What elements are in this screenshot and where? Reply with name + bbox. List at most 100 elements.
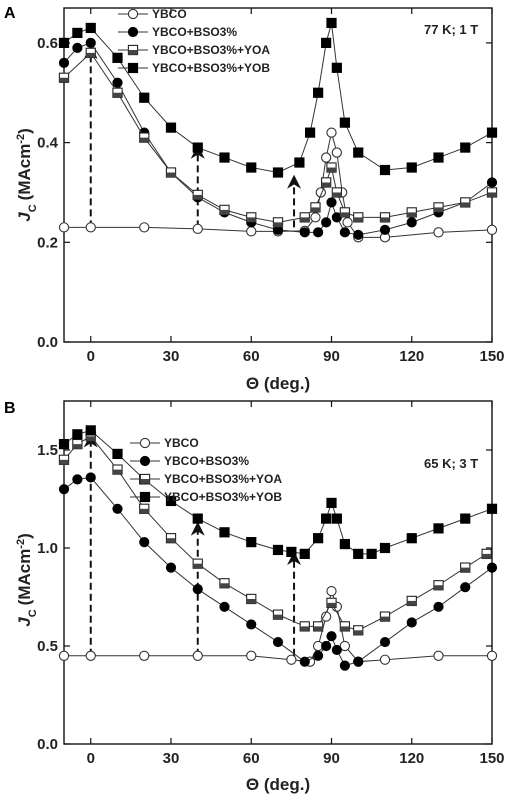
data-point (433, 601, 444, 612)
y-tick-label: 0.5 (37, 638, 58, 655)
data-point (339, 117, 350, 128)
data-point (353, 147, 364, 158)
data-point (433, 152, 444, 163)
data-point (486, 562, 498, 573)
data-point (165, 562, 177, 573)
data-point (339, 640, 351, 652)
data-point (246, 162, 257, 173)
series-a (58, 17, 498, 243)
y-tick-label: 1.0 (37, 540, 58, 557)
legend-a: YBCO YBCO+BSO3% YBCO+BSO3%+YOA YBCO+BSO3%+Y… (118, 7, 270, 75)
data-point (342, 217, 353, 228)
data-point (139, 92, 150, 103)
data-point (165, 122, 177, 133)
data-point (486, 187, 498, 198)
data-point (299, 212, 310, 223)
data-point (321, 217, 332, 228)
series-filled-square (58, 17, 498, 178)
data-point (192, 142, 203, 153)
legend-marker (139, 473, 151, 485)
data-point (246, 619, 257, 630)
data-point (339, 660, 350, 671)
series-half-square (58, 47, 498, 228)
data-point (379, 224, 391, 235)
data-point (85, 47, 96, 59)
y-label-close-a: ) (15, 128, 34, 134)
legend-entry: YBCO+BSO3%+YOB (130, 490, 282, 504)
data-point (320, 611, 332, 622)
data-point (85, 222, 96, 233)
panel-label-a: A (4, 5, 16, 22)
legend-marker (139, 455, 151, 467)
data-point (326, 17, 337, 29)
data-point (326, 585, 337, 597)
data-point (139, 503, 150, 514)
data-point (379, 542, 391, 554)
data-point (219, 578, 230, 589)
data-point (486, 177, 498, 188)
x-tick-label: 120 (399, 750, 424, 767)
legend-marker (139, 491, 151, 503)
data-point (310, 202, 321, 213)
data-point (112, 77, 123, 88)
data-point (58, 57, 70, 68)
data-point (139, 537, 150, 548)
x-tick-label: 30 (163, 348, 180, 365)
data-point (219, 204, 230, 216)
data-point (272, 217, 284, 228)
data-point (460, 513, 471, 524)
data-point (246, 212, 257, 223)
plot-frame-a (63, 7, 493, 343)
data-point (406, 207, 417, 218)
y-label-close-b: ) (15, 533, 34, 539)
data-point (313, 87, 324, 98)
series-line (63, 476, 493, 667)
series-half-square (58, 431, 492, 636)
data-point (192, 189, 203, 201)
data-point (331, 513, 342, 524)
data-point (58, 484, 70, 495)
legend-label: YBCO+BSO3%+YOB (164, 490, 282, 504)
legend-entry: YBCO (130, 436, 199, 450)
data-point (353, 548, 364, 559)
legend-label: YBCO+BSO3%+YOA (152, 43, 270, 57)
data-point (353, 229, 364, 240)
data-point (85, 37, 96, 48)
data-point (433, 523, 444, 534)
data-point (272, 167, 284, 178)
data-point (406, 533, 417, 544)
y-tick-label: 0.2 (37, 234, 58, 251)
data-point (272, 609, 284, 620)
data-point (379, 636, 391, 648)
data-point (433, 202, 444, 213)
y-tick-label: 1.5 (37, 442, 58, 459)
data-point (460, 197, 471, 208)
data-point (58, 454, 70, 465)
legend-label: YBCO+BSO3% (164, 454, 249, 468)
data-point (313, 650, 324, 661)
x-tick-label: 90 (323, 348, 340, 365)
panel-b: B 0 30 60 90 120 150 0.0 0.5 1.0 1.5 YBCO YBCO+BSO… (4, 400, 505, 794)
data-point (331, 644, 342, 656)
x-tick-label: 120 (399, 348, 424, 365)
x-tick-label: 150 (479, 750, 504, 767)
data-point (486, 127, 498, 138)
y-tick-label: 0.6 (37, 35, 58, 52)
data-point (460, 142, 471, 153)
data-point (379, 654, 391, 665)
data-point (112, 503, 123, 514)
data-point (305, 127, 316, 138)
data-point (286, 546, 297, 558)
data-point (460, 582, 471, 593)
data-point (85, 650, 96, 661)
panel-label-b: B (4, 400, 16, 417)
y-axis-label-a: JC (MAcm-2) (15, 128, 39, 222)
data-point (313, 227, 324, 238)
data-point (433, 227, 444, 238)
data-point (85, 425, 96, 436)
data-point (312, 621, 324, 632)
legend-marker (127, 44, 139, 56)
condition-label-b: 65 K; 3 T (424, 456, 478, 471)
data-point (353, 212, 364, 223)
